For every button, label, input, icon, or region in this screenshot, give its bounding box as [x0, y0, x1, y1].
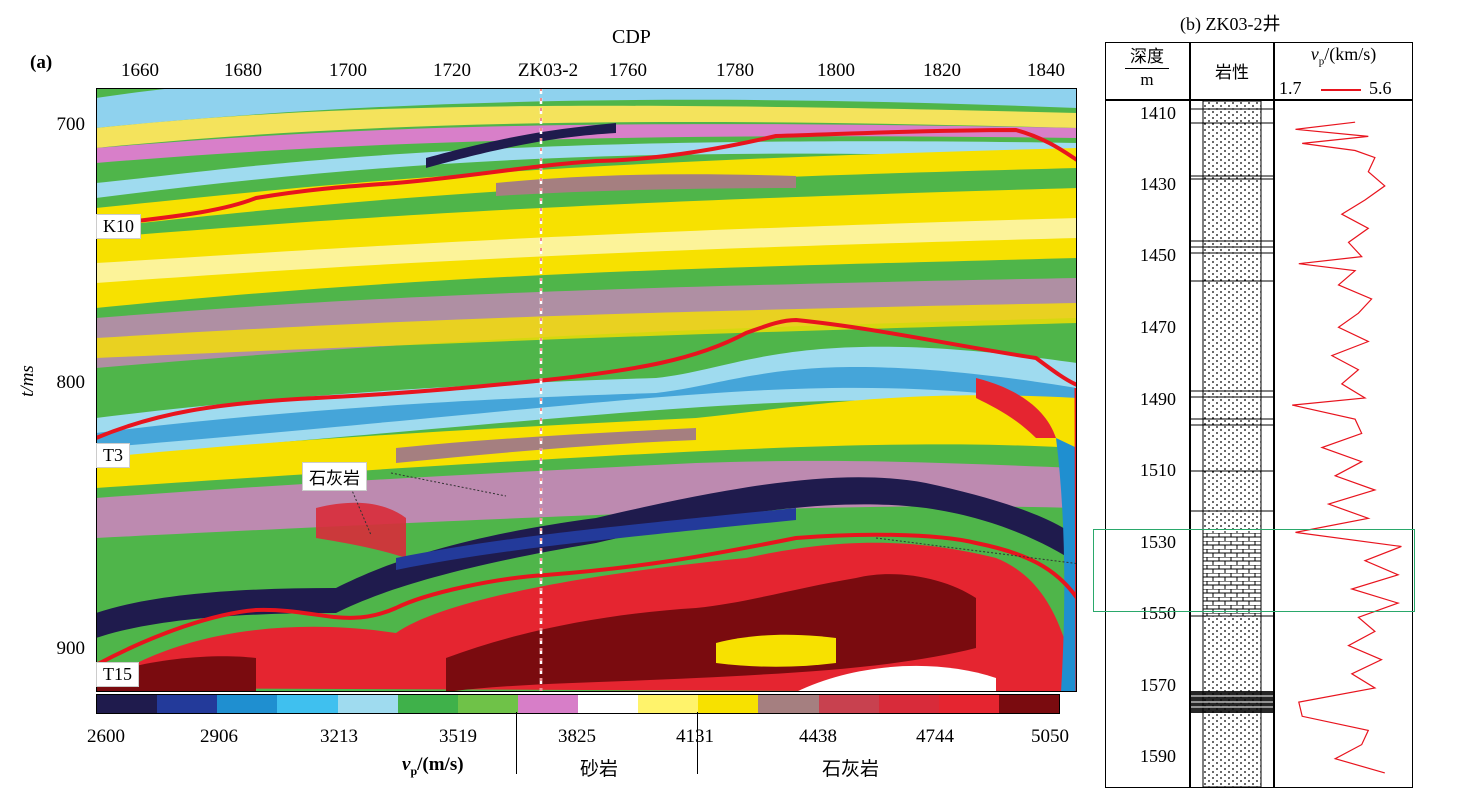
horizon-label-k10: K10	[96, 214, 141, 239]
vp-max: 5.6	[1369, 78, 1392, 98]
vp-header-sub: p	[1318, 55, 1325, 68]
colorbar-unit-sub: p	[410, 763, 418, 778]
y-tick: 700	[56, 114, 86, 135]
colorbar-tick: 4744	[916, 726, 954, 747]
well-col-divider	[1189, 42, 1191, 788]
panel-a-label: (a)	[30, 52, 53, 73]
vp-curve	[1292, 121, 1402, 774]
x-tick: 1700	[329, 60, 367, 81]
interval-highlight	[1093, 529, 1415, 612]
colorbar-unit: vp/(m/s)	[402, 754, 464, 779]
depth-tick: 1470	[1140, 317, 1176, 337]
vp-log	[1292, 121, 1402, 774]
seismic-section	[96, 88, 1077, 692]
y-axis-title: t/ms	[16, 365, 38, 397]
x-tick: 1760	[609, 60, 647, 81]
x-axis-title: CDP	[612, 26, 651, 48]
depth-tick: 1570	[1140, 675, 1176, 695]
panel-b-title: (b) ZK03-2井	[1180, 14, 1281, 34]
colorbar-tick: 3213	[320, 726, 358, 747]
x-tick: 1780	[716, 60, 754, 81]
vp-min: 1.7	[1279, 78, 1302, 98]
x-tick: 1800	[817, 60, 855, 81]
colorbar-tick: 2600	[87, 726, 125, 747]
litho-header: 岩性	[1215, 63, 1249, 83]
lithology-column	[1191, 101, 1273, 787]
colorbar-tick: 4438	[799, 726, 837, 747]
depth-header: 深度 m	[1105, 46, 1189, 91]
x-tick: 1720	[433, 60, 471, 81]
colorbar-tick: 3825	[558, 726, 596, 747]
colorbar-tick: 3519	[439, 726, 477, 747]
depth-header-unit: m	[1140, 70, 1154, 89]
depth-tick: 1550	[1140, 603, 1176, 623]
colorbar-unit-v: v	[402, 754, 411, 775]
well-header-divider	[1105, 99, 1413, 101]
vp-header-v: v	[1310, 44, 1319, 64]
depth-tick: 1530	[1140, 532, 1176, 552]
colorbar-tick: 2906	[200, 726, 238, 747]
depth-header-label: 深度	[1125, 46, 1169, 69]
colorbar-unit-rest: /(m/s)	[417, 754, 464, 775]
colorbar-divider	[697, 712, 698, 774]
y-tick: 900	[56, 638, 86, 659]
depth-tick: 1590	[1140, 746, 1176, 766]
well-log-frame	[1105, 42, 1413, 788]
x-tick: 1820	[923, 60, 961, 81]
horizon-label-t3: T3	[96, 443, 130, 468]
colorbar	[96, 694, 1060, 714]
y-tick: 800	[56, 372, 86, 393]
colorbar-tick: 5050	[1031, 726, 1069, 747]
well-marker-label: ZK03-2	[517, 60, 579, 81]
zone-limestone: 石灰岩	[822, 758, 880, 780]
well-col-divider	[1273, 42, 1275, 788]
depth-tick: 1410	[1140, 103, 1176, 123]
x-tick: 1680	[224, 60, 262, 81]
x-tick: 1660	[121, 60, 159, 81]
colorbar-divider	[516, 712, 517, 774]
vp-scale-line	[1321, 89, 1361, 91]
horizon-label-t15: T15	[96, 662, 139, 687]
depth-tick: 1450	[1140, 245, 1176, 265]
colorbar-tick: 4131	[676, 726, 714, 747]
vp-header-rest: /(km/s)	[1324, 44, 1377, 64]
depth-tick: 1490	[1140, 389, 1176, 409]
depth-tick: 1510	[1140, 460, 1176, 480]
vp-header: vp/(km/s)	[1274, 44, 1413, 68]
depth-tick: 1430	[1140, 174, 1176, 194]
limestone-annotation: 石灰岩	[302, 462, 367, 491]
zone-sandstone: 砂岩	[580, 758, 619, 780]
x-tick: 1840	[1027, 60, 1065, 81]
